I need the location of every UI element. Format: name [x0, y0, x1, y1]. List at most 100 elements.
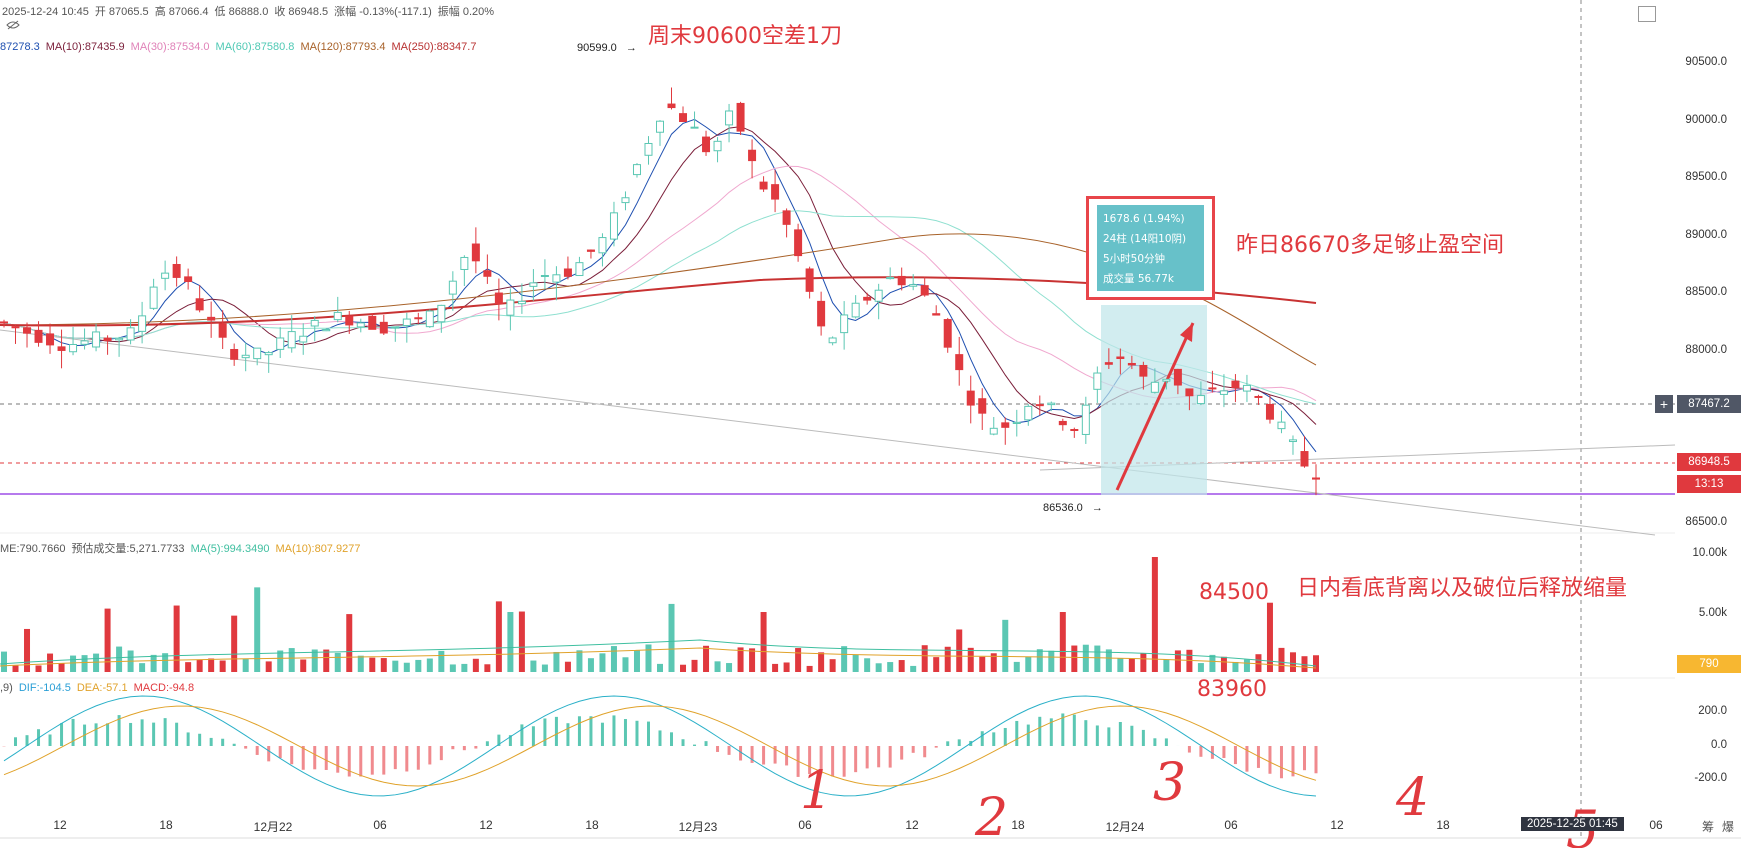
price-tick: 90500.0 — [1685, 56, 1727, 68]
volume-bar — [864, 658, 871, 672]
candle-body — [1012, 421, 1021, 424]
candle-body — [552, 274, 561, 283]
macd-legend: ,9) DIF:-104.5 DEA:-57.1 MACD:-94.8 — [0, 682, 200, 694]
handwritten-number: 1 — [800, 761, 833, 821]
candle-body — [103, 337, 112, 342]
candle-body — [771, 184, 780, 200]
dif-line — [3, 695, 1317, 797]
row1-1: 开 87065.5 — [94, 6, 149, 18]
candle-body — [310, 319, 319, 327]
volume-bar — [139, 663, 146, 672]
time-tick: 18 — [585, 818, 599, 832]
handwritten-number: 2 — [974, 788, 1008, 848]
price-tick: 88500.0 — [1685, 286, 1727, 298]
volume-bar — [680, 664, 687, 672]
candle-body — [782, 210, 791, 225]
volume-bar — [1059, 612, 1066, 672]
time-tick: 12 — [1330, 818, 1344, 832]
volume-bar — [288, 648, 295, 672]
volume-bar — [829, 659, 836, 672]
candle-body — [702, 136, 711, 153]
crosshair-price-tag: 87467.2 — [1677, 395, 1741, 413]
time-tick: 06 — [1224, 818, 1238, 832]
candle-body — [1081, 404, 1090, 435]
plus-icon[interactable]: + — [1655, 395, 1673, 413]
candle-body — [851, 302, 860, 318]
volume-bar — [495, 601, 502, 672]
liquidation-icon[interactable]: 爆 — [1722, 820, 1735, 834]
volume-bar — [1151, 557, 1158, 672]
candle-body — [586, 249, 595, 252]
candle-body — [1001, 422, 1010, 428]
candle-body — [471, 243, 480, 262]
volume-bar — [576, 650, 583, 672]
time-tick: 12 — [479, 818, 493, 832]
ma_row-2: MA(30):87534.0 — [130, 41, 210, 53]
volume-bar — [990, 653, 997, 672]
volume-bar — [472, 658, 479, 672]
candle-body — [1185, 388, 1194, 397]
eye-icon[interactable] — [6, 20, 20, 33]
candle-body — [172, 263, 181, 278]
volume-bar — [795, 648, 802, 672]
volume-bar — [1002, 619, 1009, 672]
volume-bar — [1266, 602, 1273, 672]
volume-legend: ME:790.7660 预估成交量:5,271.7733 MA(5):994.349… — [0, 540, 366, 556]
candle-body — [149, 286, 158, 309]
candle-body — [840, 314, 849, 334]
volume-bar — [541, 664, 548, 672]
volume-bar — [35, 665, 42, 672]
annotation-top: 周末90600空差1刀 — [648, 24, 842, 49]
volume-bar — [173, 605, 180, 672]
candle-body — [874, 289, 883, 302]
candle-body — [494, 292, 503, 305]
fullscreen-icon[interactable] — [1638, 6, 1656, 22]
volume-bar — [81, 655, 88, 672]
candle-body — [138, 315, 147, 332]
volume-bar — [726, 663, 733, 672]
low-marker: 86536.0 → — [1043, 502, 1103, 514]
volume-bar — [231, 615, 238, 672]
candle-body — [1150, 381, 1159, 393]
volume-bar — [714, 661, 721, 672]
chips-icon[interactable]: 筹 — [1702, 820, 1715, 834]
volume-bar — [1, 651, 7, 672]
candle-body — [644, 142, 653, 156]
price-tick: 89500.0 — [1685, 171, 1727, 183]
candle-body — [23, 327, 32, 334]
candle-body — [207, 316, 216, 321]
volume-bar — [323, 649, 330, 672]
candle-body — [863, 296, 872, 301]
candle-body — [563, 268, 572, 277]
candle-body — [287, 331, 296, 349]
ma_row-3: MA(60):87580.8 — [215, 41, 295, 53]
candle-body — [805, 268, 814, 292]
candle-body — [333, 311, 342, 321]
time-tick: 12 — [53, 818, 67, 832]
volume-bar — [392, 660, 399, 672]
volume-bar — [967, 647, 974, 672]
volume-bar — [334, 652, 341, 672]
vol-ma10-line — [0, 647, 1317, 669]
volume-bar — [783, 662, 790, 672]
candle-body — [1312, 477, 1320, 480]
candle-body — [1173, 368, 1182, 386]
volume-bar — [104, 608, 111, 672]
row1-5: 涨幅 -0.13%(-117.1) — [334, 6, 432, 18]
price-tick: 90000.0 — [1685, 113, 1727, 126]
volume-bar — [1255, 654, 1262, 672]
volume-pane — [0, 557, 1319, 672]
last-price-tag: 86948.5 — [1677, 453, 1741, 471]
vol-axis-10k: 10.00k — [1692, 547, 1727, 559]
candle-body — [322, 328, 331, 332]
volume-bar — [380, 658, 387, 672]
volume-bar — [1105, 649, 1112, 672]
macd-axis-0: 0.0 — [1711, 739, 1727, 751]
volume-bar — [1025, 656, 1032, 672]
volume-bar — [357, 655, 364, 672]
volume-bar — [933, 657, 940, 672]
volume-bar — [668, 603, 675, 672]
volume-bar — [806, 665, 813, 672]
time-tick: 12月23 — [678, 820, 718, 834]
